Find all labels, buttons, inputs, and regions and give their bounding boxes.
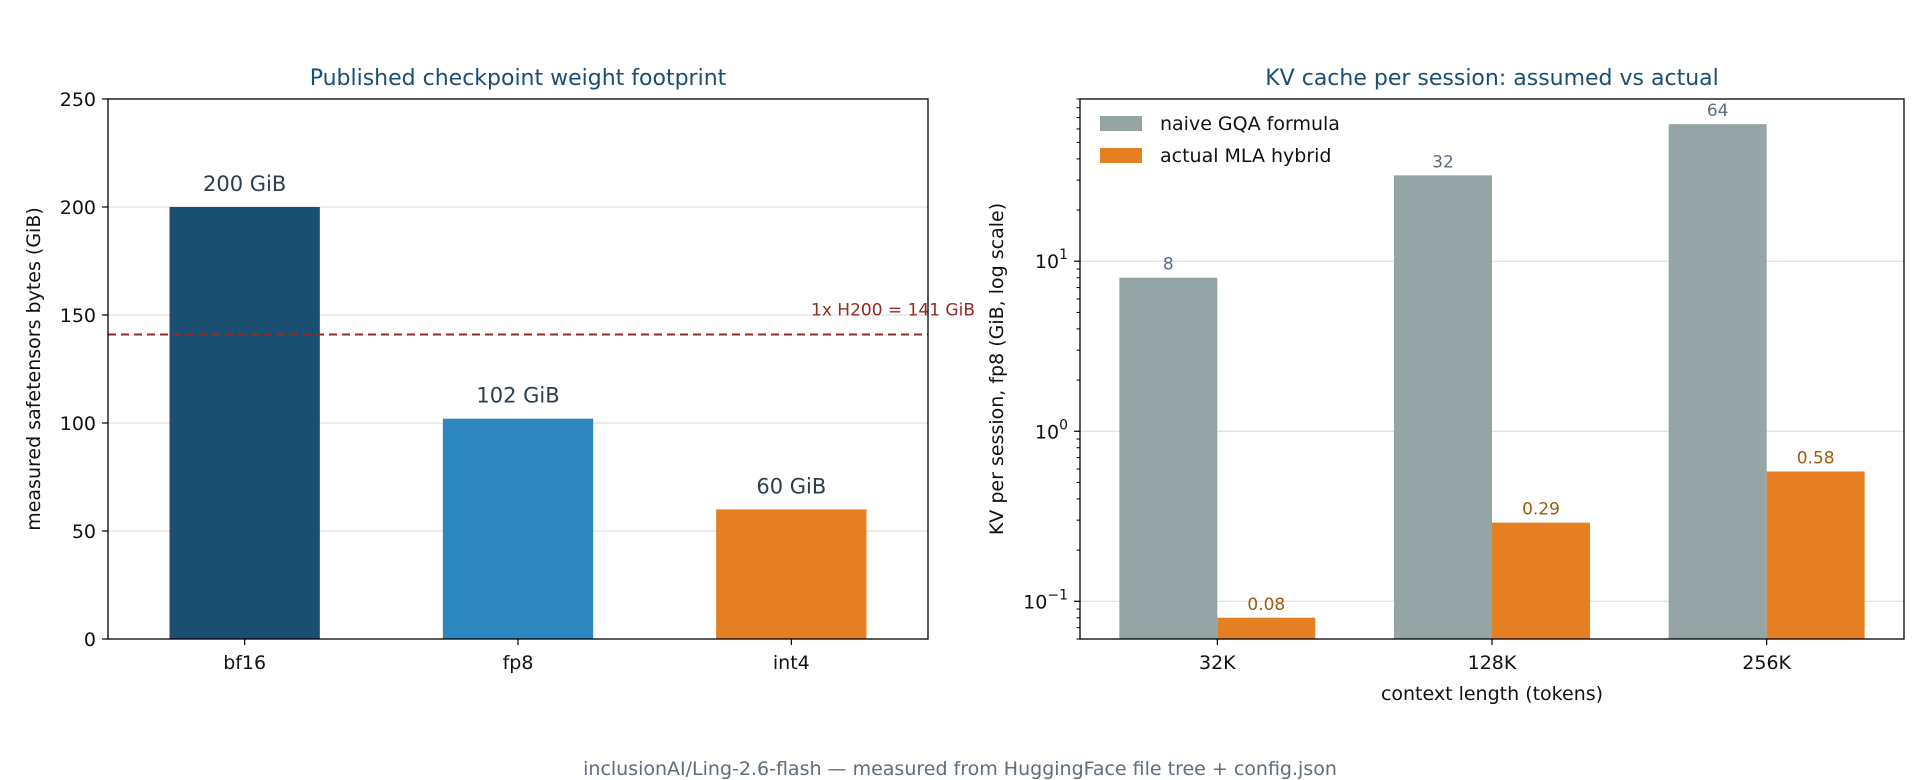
- right-y-axis-label: KV per session, fp8 (GiB, log scale): [986, 203, 1008, 535]
- left-y-tick-label: 200: [60, 197, 96, 219]
- tick-exponent: 1: [1059, 247, 1068, 263]
- bar-value-label: 0.08: [1247, 595, 1285, 615]
- legend-entry-label: naive GQA formula: [1160, 113, 1340, 135]
- tick-exponent: −1: [1047, 587, 1068, 603]
- right-bar-labels: 8 0.08 32 0.29 64 0.58: [1163, 101, 1835, 615]
- tick-base: 10: [1035, 251, 1059, 273]
- bar-naive-32K: [1119, 277, 1218, 639]
- right-y-tick-label: 100: [1035, 417, 1068, 443]
- left-x-tick-label: int4: [773, 652, 810, 674]
- right-y-tick-label: 101: [1035, 247, 1068, 273]
- left-y-tick-label: 0: [84, 629, 96, 651]
- bar-value-label: 200 GiB: [203, 172, 286, 196]
- bar-value-label: 102 GiB: [476, 384, 559, 408]
- left-y-tick-label: 50: [72, 521, 96, 543]
- bar-int4: [716, 509, 867, 639]
- tick-base: 10: [1035, 421, 1059, 443]
- bar-value-label: 60 GiB: [756, 474, 826, 498]
- bar-fp8: [442, 418, 594, 639]
- left-y-tick-label: 100: [60, 413, 96, 435]
- legend: naive GQA formula actual MLA hybrid: [1100, 113, 1340, 167]
- bar-naive-128K: [1394, 175, 1492, 639]
- left-bars: [169, 207, 867, 639]
- bar-actual-256K: [1766, 471, 1865, 639]
- reference-line-label: 1x H200 = 141 GiB: [811, 300, 975, 320]
- bar-bf16: [169, 207, 320, 639]
- right-bars: [1119, 124, 1865, 639]
- bar-value-label: 0.29: [1522, 500, 1560, 520]
- footer-note: inclusionAI/Ling-2.6-flash — measured fr…: [583, 758, 1337, 780]
- left-y-axis-label: measured safetensors bytes (GiB): [23, 207, 45, 531]
- bar-value-label: 32: [1432, 152, 1454, 172]
- bar-naive-256K: [1668, 124, 1767, 639]
- right-x-tick-label: 256K: [1742, 652, 1791, 674]
- left-x-ticks: bf16 fp8 int4: [223, 639, 810, 674]
- bar-actual-128K: [1492, 522, 1590, 639]
- left-y-ticks: 0 50 100 150 200 250: [60, 89, 108, 651]
- left-x-tick-label: bf16: [223, 652, 266, 674]
- right-y-tick-label: 10−1: [1023, 587, 1068, 613]
- reference-line-group: 1x H200 = 141 GiB: [108, 300, 975, 336]
- left-bar-labels: 200 GiB 102 GiB 60 GiB: [203, 172, 826, 498]
- legend-swatch: [1100, 116, 1142, 131]
- legend-entry-label: actual MLA hybrid: [1160, 145, 1332, 167]
- bar-value-label: 0.58: [1797, 448, 1835, 468]
- weight-footprint-chart: 1x H200 = 141 GiB 0 50 100 150 200 250 bf16 fp…: [23, 66, 975, 674]
- right-x-axis-label: context length (tokens): [1381, 683, 1603, 705]
- tick-base: 10: [1023, 591, 1047, 613]
- bar-value-label: 8: [1163, 255, 1174, 275]
- left-y-tick-label: 150: [60, 305, 96, 327]
- right-x-ticks: 32K 128K 256K: [1199, 639, 1792, 674]
- bar-actual-32K: [1217, 617, 1316, 639]
- left-chart-title: Published checkpoint weight footprint: [310, 66, 727, 91]
- tick-exponent: 0: [1059, 417, 1068, 433]
- right-chart-title: KV cache per session: assumed vs actual: [1265, 66, 1718, 91]
- left-x-tick-label: fp8: [503, 652, 534, 674]
- bar-value-label: 64: [1707, 101, 1729, 121]
- right-x-tick-label: 128K: [1468, 652, 1517, 674]
- right-x-tick-label: 32K: [1199, 652, 1236, 674]
- legend-swatch: [1100, 148, 1142, 163]
- left-y-tick-label: 250: [60, 89, 96, 111]
